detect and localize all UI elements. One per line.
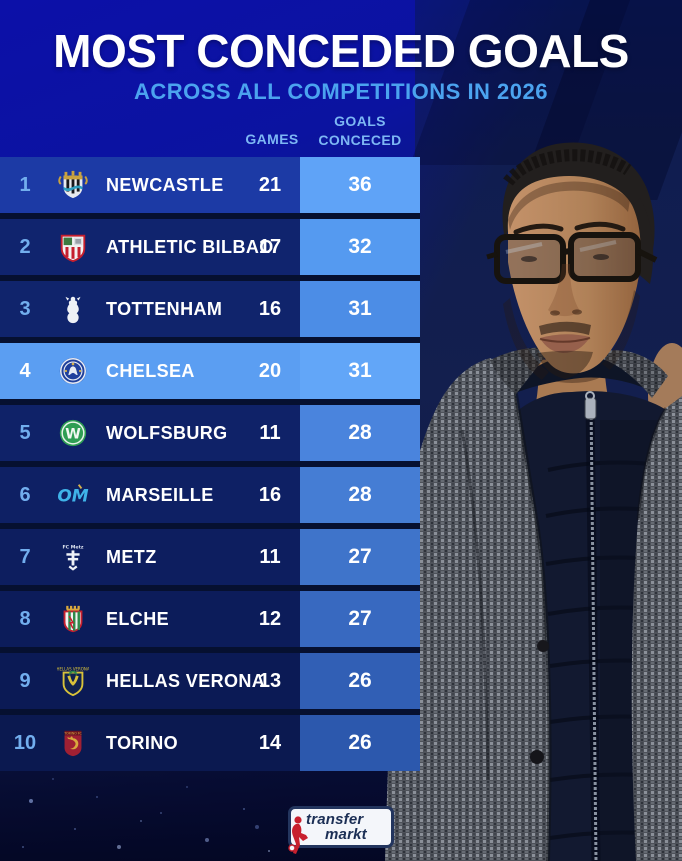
goals-conceded-cell: 27 [300, 529, 420, 585]
hellas-verona-crest-icon: HELLAS VERONA [56, 664, 90, 698]
games-value: 11 [259, 421, 281, 444]
svg-text:W: W [65, 427, 81, 443]
goals-conceded-cell: 26 [300, 653, 420, 709]
table-row: 8 ELCHE 12 27 [0, 591, 420, 647]
rank-label: 3 [19, 297, 31, 320]
table-row: 7 FC Metz METZ 11 27 [0, 529, 420, 585]
newcastle-crest-icon [56, 168, 90, 202]
goals-conceded-cell: 36 [300, 157, 420, 213]
games-value: 20 [258, 359, 282, 382]
rank-label: 4 [19, 359, 31, 382]
table-row: 4 CHELSEA 20 31 [0, 343, 420, 399]
svg-text:OM: OM [57, 486, 88, 506]
background-speckles [0, 0, 2, 2]
elche-crest-icon [56, 602, 90, 636]
chelsea-crest-icon [56, 354, 90, 388]
games-value: 16 [258, 483, 282, 506]
tottenham-crest-icon [56, 292, 90, 326]
team-name: MARSEILLE [106, 484, 214, 505]
goals-header-line1: GOALS [334, 113, 386, 129]
team-name: HELLAS VERONA [106, 670, 266, 691]
team-name: TOTTENHAM [106, 298, 223, 319]
page-title: MOST CONCEDED GOALS [53, 25, 629, 77]
ranking-table: 1 NEWCASTLE 21 36 2 ATHLETIC BILBAO 17 3… [0, 157, 420, 771]
games-value: 14 [258, 731, 282, 754]
svg-text:HELLAS VERONA: HELLAS VERONA [57, 667, 89, 672]
goals-conceded-cell: 26 [300, 715, 420, 771]
transfermarkt-logo: transfer markt [288, 806, 394, 854]
rank-label: 7 [19, 545, 31, 568]
page-subtitle: ACROSS ALL COMPETITIONS IN 2026 [133, 79, 548, 104]
team-name: METZ [106, 546, 157, 567]
table-row: 10 TORINO FC TORINO 14 26 [0, 715, 420, 771]
table-row: 3 TOTTENHAM 16 31 [0, 281, 420, 337]
games-value: 16 [258, 297, 282, 320]
metz-crest-icon: FC Metz [56, 540, 90, 574]
games-value: 21 [258, 173, 282, 196]
goals-conceded-cell: 27 [300, 591, 420, 647]
goals-conceded-cell: 32 [300, 219, 420, 275]
rank-label: 10 [13, 731, 37, 754]
table-row: 6 OM MARSEILLE 16 28 [0, 467, 420, 523]
goals-conceded-cell: 31 [300, 343, 420, 399]
column-headers: GAMES GOALS CONCECED [0, 110, 682, 156]
torino-crest-icon: TORINO FC [56, 726, 90, 760]
marseille-crest-icon: OM [56, 478, 90, 512]
rank-label: 2 [19, 235, 31, 258]
games-value: 17 [258, 235, 282, 258]
table-row: 1 NEWCASTLE 21 36 [0, 157, 420, 213]
team-name: ATHLETIC BILBAO [106, 236, 274, 257]
table-row: 2 ATHLETIC BILBAO 17 32 [0, 219, 420, 275]
games-value: 12 [258, 607, 282, 630]
goals-column-header: GOALS CONCECED [300, 112, 420, 150]
rank-label: 1 [19, 173, 31, 196]
table-row: 9 HELLAS VERONA HELLAS VERONA 13 26 [0, 653, 420, 709]
team-name: WOLFSBURG [106, 422, 228, 443]
goals-conceded-cell: 28 [300, 405, 420, 461]
team-name: TORINO [106, 732, 179, 753]
team-name: ELCHE [106, 608, 170, 629]
team-name: CHELSEA [106, 360, 195, 381]
rank-label: 9 [19, 669, 31, 692]
goals-conceded-cell: 28 [300, 467, 420, 523]
goals-conceded-cell: 31 [300, 281, 420, 337]
svg-text:TORINO FC: TORINO FC [63, 732, 82, 736]
athletic-bilbao-crest-icon [56, 230, 90, 264]
goals-header-line2: CONCECED [318, 132, 402, 148]
svg-text:FC Metz: FC Metz [62, 545, 83, 551]
games-value: 11 [259, 545, 281, 568]
games-value: 13 [258, 669, 282, 692]
rank-label: 8 [19, 607, 31, 630]
brand-line2: markt [325, 826, 367, 843]
rank-label: 5 [19, 421, 31, 444]
team-name: NEWCASTLE [106, 174, 224, 195]
table-row: 5 W WOLFSBURG 11 28 [0, 405, 420, 461]
rank-label: 6 [19, 483, 31, 506]
brand-line1: transfer [306, 811, 364, 828]
transfermarkt-player-icon [288, 816, 308, 854]
games-column-header: GAMES [245, 131, 299, 147]
wolfsburg-crest-icon: W [56, 416, 90, 450]
